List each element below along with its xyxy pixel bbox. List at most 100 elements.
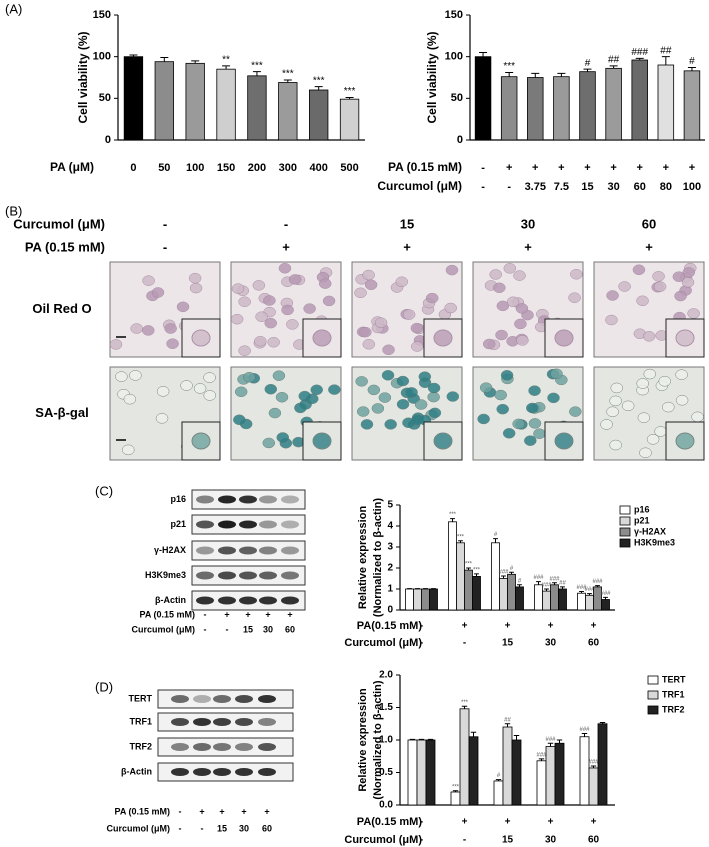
y-axis-label: (Normalized to β-actin): [372, 498, 384, 618]
cell: [233, 414, 246, 426]
error-bar: [129, 54, 138, 57]
y-tick-label: 1: [387, 584, 393, 595]
x-row-value: +: [591, 817, 597, 828]
error-bar: [458, 540, 463, 543]
inset-cell: [191, 432, 211, 450]
blot-band: [258, 768, 276, 776]
error-bar: [687, 67, 696, 71]
significance-mark: ***: [503, 61, 515, 72]
cell: [550, 368, 563, 380]
cell: [514, 318, 527, 330]
error-bar: [547, 742, 554, 747]
bar: [554, 742, 565, 806]
x-tick-label: 100: [186, 162, 204, 174]
legend-label: p21: [634, 515, 650, 525]
significance-mark: ###: [533, 575, 544, 581]
y-axis-label: Cell viability (%): [425, 31, 439, 123]
cell: [238, 296, 251, 308]
bar: [448, 521, 457, 611]
x-row-value: 30: [545, 638, 557, 649]
condition-value: 60: [642, 216, 656, 231]
cell: [310, 384, 323, 396]
cell: [414, 399, 428, 410]
significance-mark: ##: [504, 717, 511, 723]
condition-value: 15: [400, 216, 414, 231]
bar: [407, 739, 418, 806]
bar: [450, 791, 461, 806]
cell: [123, 393, 137, 405]
cell: [568, 292, 581, 303]
blot-band: [218, 546, 236, 555]
cell: [193, 383, 207, 394]
legend-label: TERT: [662, 674, 686, 684]
significance-mark: ###: [541, 583, 552, 589]
cell: [500, 370, 514, 381]
cell: [303, 303, 316, 314]
bar: [545, 746, 556, 806]
cell: [446, 391, 460, 402]
cell: [142, 275, 155, 286]
inset-cell: [312, 432, 332, 450]
blot-label: p21: [170, 519, 186, 529]
y-axis-label: Relative expression: [357, 688, 369, 792]
condition-value: 30: [521, 216, 535, 231]
x-row-value: 15: [502, 638, 514, 649]
significance-mark: #: [497, 773, 501, 779]
cell: [609, 395, 622, 407]
error-bar: [583, 68, 592, 72]
cell: [362, 269, 375, 281]
blot-band: [218, 520, 236, 529]
y-tick-label: 150: [445, 9, 463, 21]
cell: [364, 279, 378, 291]
cell: [646, 434, 660, 445]
cell: [189, 282, 203, 294]
significance-mark: ***: [461, 700, 469, 706]
condition-value: +: [199, 806, 204, 816]
blot-band: [196, 495, 214, 504]
cell: [267, 336, 280, 348]
cell: [275, 391, 289, 403]
x-row-value: +: [505, 621, 511, 632]
condition-value: +: [265, 609, 270, 619]
cell: [402, 309, 416, 320]
blot-band: [171, 695, 189, 703]
y-tick-label: 5: [387, 500, 393, 511]
x-row-value: -: [507, 181, 511, 193]
cell: [489, 269, 502, 280]
cell: [410, 322, 424, 334]
cell: [238, 345, 251, 356]
blot-band: [213, 695, 231, 703]
cell: [164, 323, 177, 334]
bar: [185, 62, 205, 141]
cell: [691, 411, 704, 423]
cell: [288, 274, 302, 285]
x-row-label: PA (0.15 mM): [388, 160, 462, 174]
y-tick-label: 0: [457, 134, 463, 146]
significance-mark: ***: [282, 69, 294, 80]
x-row-value: 30: [545, 835, 557, 846]
error-bar: [581, 733, 588, 737]
cell: [610, 382, 624, 394]
x-row-value: +: [663, 162, 669, 174]
x-row-label: Curcumol (μM): [377, 179, 462, 193]
bar: [421, 588, 430, 611]
x-row-value: 15: [581, 181, 593, 193]
error-bar: [418, 738, 425, 740]
significance-mark: ###: [549, 576, 560, 582]
cell: [515, 303, 529, 314]
blot-band: [196, 546, 214, 555]
significance-mark: ***: [449, 512, 457, 518]
cell: [122, 444, 135, 456]
error-bar: [495, 779, 502, 781]
error-bar: [557, 72, 566, 77]
cell: [524, 435, 537, 446]
cell: [381, 370, 395, 381]
cell: [600, 419, 613, 430]
cell: [526, 402, 539, 414]
significance-mark: ##: [660, 45, 672, 56]
bar: [456, 542, 465, 611]
error-bar: [517, 584, 522, 587]
significance-mark: #: [518, 578, 522, 584]
y-tick-label: 50: [99, 92, 111, 104]
significance-mark: ###: [536, 752, 547, 758]
